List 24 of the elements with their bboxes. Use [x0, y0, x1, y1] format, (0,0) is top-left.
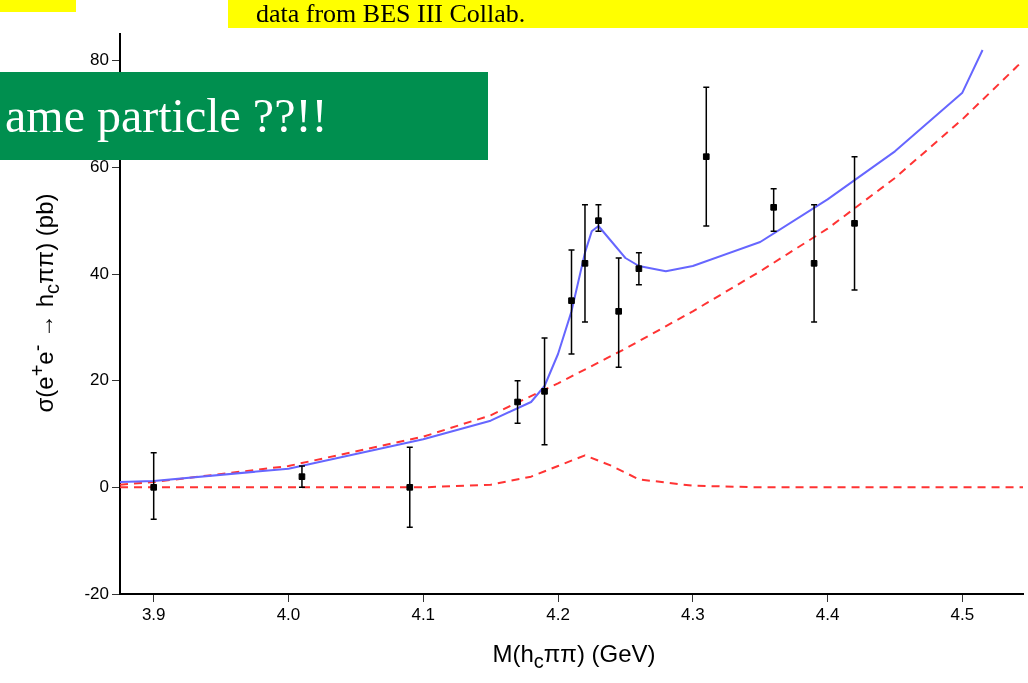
text: data from BES III Collab. — [228, 0, 1028, 28]
point — [702, 153, 710, 160]
x-tick-label: 3.9 — [141, 604, 166, 624]
y-tick-label: 20 — [90, 370, 109, 390]
x-axis-title: M(h$_{c}$ππ) (GeV) — [491, 640, 657, 673]
y-tick-label: 60 — [90, 157, 109, 177]
annotation: ame particle ??!! — [5, 89, 328, 142]
point — [150, 484, 158, 491]
point — [615, 308, 622, 315]
point — [595, 217, 602, 224]
x-tick-label: 4.2 — [546, 604, 570, 624]
y-tick-label: 0 — [99, 477, 109, 497]
x-tick-label: 4.4 — [815, 604, 840, 624]
y-tick-label: -20 — [84, 583, 109, 603]
x-tick-label: 4.1 — [411, 604, 436, 624]
point — [770, 204, 777, 211]
y-tick-label: 80 — [90, 50, 109, 70]
x-tick-label: 4.5 — [950, 604, 975, 624]
x-tick-label: 4.3 — [680, 604, 705, 624]
point — [851, 220, 858, 227]
y-tick-label: 40 — [90, 263, 109, 283]
point — [568, 297, 575, 304]
x-tick-label: 4.0 — [276, 604, 301, 624]
point — [541, 388, 548, 395]
